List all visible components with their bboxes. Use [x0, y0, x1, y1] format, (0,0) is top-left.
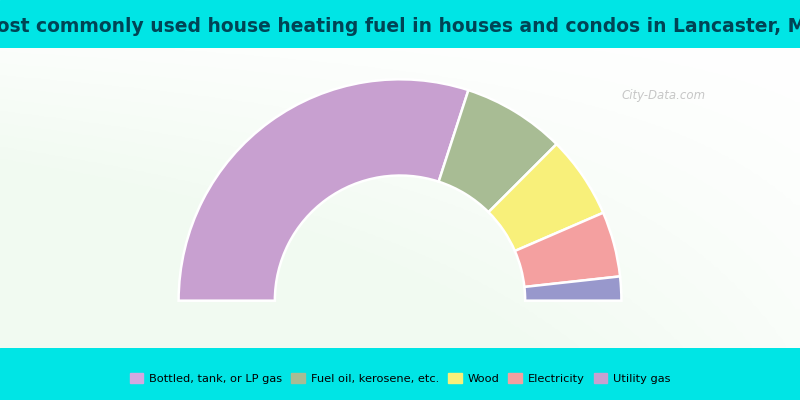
Wedge shape [524, 276, 622, 301]
Wedge shape [489, 144, 603, 251]
Wedge shape [515, 213, 620, 287]
Bar [0, 348, 800, 400]
Bar [0, 0, 800, 48]
Wedge shape [438, 90, 557, 212]
Text: Most commonly used house heating fuel in houses and condos in Lancaster, MN: Most commonly used house heating fuel in… [0, 16, 800, 36]
Legend: Bottled, tank, or LP gas, Fuel oil, kerosene, etc., Wood, Electricity, Utility g: Bottled, tank, or LP gas, Fuel oil, kero… [125, 368, 675, 388]
Text: City-Data.com: City-Data.com [622, 90, 706, 102]
Wedge shape [178, 79, 469, 301]
